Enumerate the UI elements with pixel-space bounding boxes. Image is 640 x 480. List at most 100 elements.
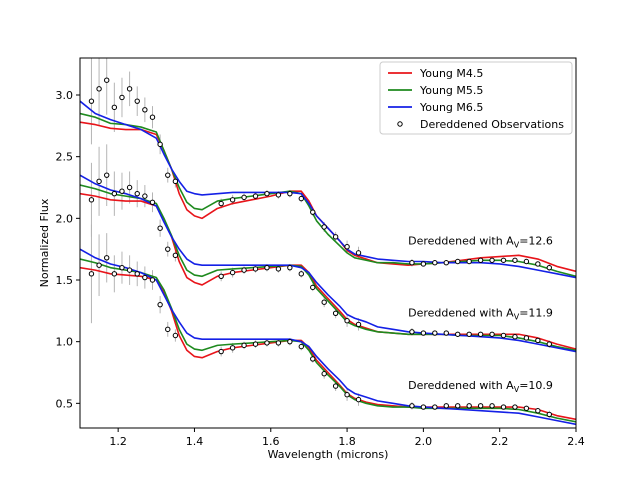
observation-point	[500, 404, 507, 410]
x-tick-label: 1.8	[338, 435, 356, 448]
observation-point	[111, 104, 118, 111]
observation-point	[332, 310, 339, 316]
observation-point	[477, 331, 484, 337]
y-axis-label: Normalized Flux	[38, 198, 51, 287]
x-axis: 1.2 1.4 1.6 1.8 2.0 2.2 2.4	[109, 428, 585, 448]
annotation-prefix: Dereddened with A	[408, 379, 514, 392]
observation-point	[287, 338, 293, 345]
observation-point	[218, 348, 224, 355]
observation-point	[241, 267, 247, 273]
legend-label-m55: Young M5.5	[419, 84, 483, 97]
model-line-m55-panel-3	[80, 258, 576, 423]
observation-point	[432, 404, 438, 410]
x-tick-label: 2.2	[491, 435, 509, 448]
observation-point	[157, 225, 163, 231]
observation-point	[455, 403, 461, 409]
observation-point	[142, 274, 148, 281]
observation-point	[218, 200, 224, 207]
observation-point	[455, 258, 461, 265]
observation-point	[252, 193, 259, 199]
plot-area	[80, 58, 576, 426]
legend-label-m45: Young M4.5	[419, 67, 483, 80]
y-tick-label: 0.5	[56, 397, 74, 410]
observation-point	[355, 396, 362, 403]
observation-point	[96, 178, 102, 185]
observation-point	[432, 330, 438, 336]
observation-point	[310, 209, 316, 215]
observation-point	[443, 260, 449, 266]
observation-point	[546, 264, 552, 271]
observation-point	[119, 188, 125, 194]
annotation-suffix: =12.6	[519, 235, 553, 248]
model-spectra	[80, 100, 576, 426]
observation-point	[420, 330, 427, 336]
annotation-panel-2: Dereddened with AV=11.9	[408, 306, 553, 321]
observation-point	[523, 258, 530, 265]
observation-point	[355, 250, 362, 256]
observation-point	[165, 172, 171, 178]
observation-point	[119, 94, 125, 101]
annotation-suffix: =10.9	[519, 379, 553, 392]
observation-point	[104, 77, 110, 83]
observation-point	[119, 264, 125, 271]
observation-point	[477, 257, 484, 263]
observation-point	[165, 246, 171, 252]
observation-point	[88, 271, 95, 277]
y-tick-label: 1.5	[56, 274, 74, 287]
observation-point	[172, 332, 179, 339]
observation-point	[310, 356, 316, 362]
observation-point	[229, 345, 236, 351]
observation-point	[149, 277, 156, 283]
observation-point	[512, 404, 518, 410]
observation-point	[310, 284, 316, 291]
x-tick-label: 1.6	[262, 435, 280, 448]
observation-point	[96, 86, 102, 92]
observation-point	[298, 343, 304, 350]
observation-point	[489, 403, 495, 409]
observation-point	[142, 193, 148, 199]
observation-point	[229, 197, 236, 203]
observation-point	[264, 340, 270, 346]
observation-point	[546, 411, 552, 418]
observation-point	[252, 341, 259, 347]
observation-point	[134, 98, 140, 104]
observation-point	[88, 98, 95, 104]
observation-point	[126, 267, 133, 273]
observation-point	[321, 224, 327, 230]
observation-point	[477, 403, 484, 409]
annotation-subscript: V	[514, 312, 520, 321]
annotation-subscript: V	[514, 385, 520, 394]
observation-point	[126, 184, 133, 191]
observation-point	[500, 332, 507, 339]
legend-box	[379, 61, 573, 135]
observation-point	[275, 192, 282, 198]
observation-point	[546, 341, 552, 347]
observation-point	[355, 321, 362, 328]
observation-point	[298, 271, 304, 277]
legend-swatch-obs	[397, 121, 403, 127]
observation-point	[96, 262, 102, 268]
observation-point	[409, 329, 415, 335]
observation-point	[443, 403, 449, 409]
annotation-panel-3: Dereddened with AV=10.9	[408, 379, 553, 394]
observation-point	[489, 257, 495, 263]
observation-point	[523, 335, 530, 341]
observation-point	[134, 271, 140, 277]
model-line-m65-panel-1	[80, 100, 576, 279]
observation-point	[252, 266, 259, 272]
observation-point	[287, 190, 293, 197]
annotation-panel-1: Dereddened with AV=12.6	[408, 235, 553, 250]
observation-point	[149, 114, 156, 120]
observation-point	[420, 404, 427, 410]
observation-point	[344, 318, 350, 324]
observation-point	[344, 392, 350, 398]
legend-label-obs: Dereddened Observations	[420, 118, 564, 131]
observation-point	[157, 141, 163, 148]
observation-point	[218, 273, 224, 279]
observation-point	[409, 403, 415, 409]
x-tick-label: 2.0	[415, 435, 433, 448]
annotation-suffix: =11.9	[519, 306, 553, 319]
observation-point	[104, 172, 110, 178]
